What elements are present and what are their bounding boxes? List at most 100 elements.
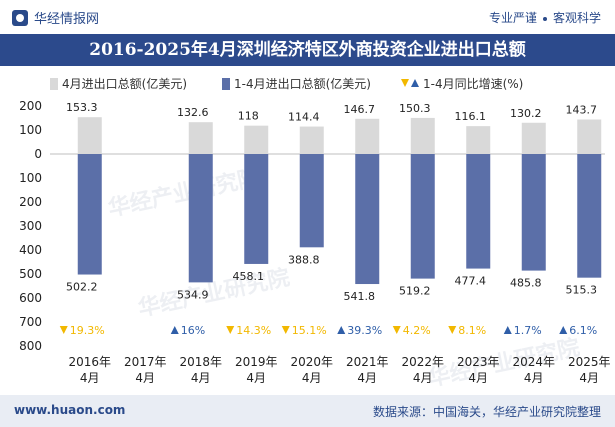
- brand-logo-icon: [12, 9, 28, 26]
- footer: www.huaon.com 数据来源：中国海关，华经产业研究院整理: [0, 395, 615, 427]
- data-label-april: 114.4: [288, 111, 320, 124]
- y-tick-label: 400: [19, 243, 42, 257]
- growth-up-triangle-icon: [503, 326, 512, 334]
- data-label-growth: 4.2%: [403, 324, 431, 337]
- bar-april: [466, 126, 491, 154]
- footer-source: 数据来源：中国海关，华经产业研究院整理: [372, 405, 601, 419]
- bar-cumulative: [244, 154, 269, 264]
- bar-april: [521, 122, 546, 154]
- x-tick-label: 2020年: [290, 355, 333, 369]
- data-label-growth: 15.1%: [292, 324, 327, 337]
- data-label-growth: 19.3%: [70, 324, 105, 337]
- growth-down-triangle-icon: [281, 326, 290, 334]
- growth-down-triangle-icon: [448, 326, 457, 334]
- data-label-cumulative: 515.3: [566, 284, 598, 297]
- data-label-april: 143.7: [566, 104, 598, 117]
- top-bar: 华经情报网 专业严谨 客观科学: [0, 0, 615, 34]
- x-tick-label: 4月: [80, 371, 100, 385]
- data-label-cumulative: 477.4: [455, 275, 487, 288]
- watermark: 华经产业研究院: [426, 334, 582, 391]
- brand-name: 华经情报网: [34, 12, 100, 27]
- bar-april: [188, 122, 213, 154]
- bar-cumulative: [355, 154, 380, 285]
- data-label-april: 153.3: [66, 101, 98, 114]
- watermark: 华经产业研究院: [106, 164, 262, 221]
- growth-up-triangle-icon: [170, 326, 179, 334]
- legend-label-growth: 1-4月同比增速(%): [423, 77, 523, 91]
- bar-april: [355, 118, 380, 154]
- data-label-growth: 14.3%: [236, 324, 271, 337]
- brand[interactable]: 华经情报网: [12, 8, 99, 27]
- data-label-growth: 8.1%: [458, 324, 486, 337]
- x-tick-label: 2023年: [457, 355, 500, 369]
- data-label-cumulative: 388.8: [288, 253, 320, 266]
- legend-label-cumulative: 1-4月进出口总额(亿美元): [234, 76, 371, 91]
- legend-swatch-april: [50, 78, 58, 90]
- y-tick-label: 100: [19, 171, 42, 185]
- x-tick-label: 4月: [135, 371, 155, 385]
- x-tick-label: 4月: [302, 371, 322, 385]
- data-label-cumulative: 485.8: [510, 277, 542, 290]
- y-tick-label: 800: [19, 339, 42, 353]
- bar-april: [410, 117, 435, 154]
- x-tick-label: 4月: [524, 371, 544, 385]
- chart-title: 2016-2025年4月深圳经济特区外商投资企业进出口总额: [0, 34, 615, 66]
- data-label-cumulative: 534.9: [177, 288, 209, 301]
- data-label-april: 116.1: [455, 110, 487, 123]
- bar-cumulative: [466, 154, 491, 269]
- bar-april: [77, 117, 102, 154]
- data-label-april: 118: [238, 110, 259, 123]
- footer-url[interactable]: www.huaon.com: [14, 403, 126, 417]
- bar-april: [299, 126, 324, 154]
- tag-1: 专业严谨: [488, 11, 537, 25]
- y-tick-label: 100: [19, 123, 42, 137]
- watermark: 华经产业研究院: [136, 264, 292, 321]
- x-tick-label: 4月: [357, 371, 377, 385]
- y-tick-label: 200: [19, 195, 42, 209]
- x-tick-label: 2025年: [568, 355, 611, 369]
- legend-swatch-cumulative: [222, 78, 230, 90]
- x-tick-label: 4月: [246, 371, 266, 385]
- y-tick-label: 300: [19, 219, 42, 233]
- legend-down-triangle-icon: [401, 79, 409, 87]
- tag-2: 客观科学: [552, 11, 601, 25]
- data-label-growth: 1.7%: [514, 324, 542, 337]
- y-tick-label: 200: [19, 99, 42, 113]
- bar-april: [577, 119, 602, 154]
- data-label-april: 130.2: [510, 107, 542, 120]
- legend-label-april: 4月进出口总额(亿美元): [62, 76, 187, 91]
- legend-up-triangle-icon: [411, 79, 419, 87]
- x-tick-label: 4月: [413, 371, 433, 385]
- data-label-april: 146.7: [344, 103, 376, 116]
- y-tick-label: 500: [19, 267, 42, 281]
- growth-down-triangle-icon: [226, 326, 235, 334]
- data-label-cumulative: 458.1: [233, 270, 265, 283]
- dot-icon: [542, 16, 547, 21]
- data-label-cumulative: 541.8: [344, 290, 376, 303]
- bar-april: [244, 125, 269, 154]
- data-label-april: 132.6: [177, 106, 209, 119]
- x-tick-label: 4月: [191, 371, 211, 385]
- bar-cumulative: [577, 154, 602, 278]
- x-tick-label: 2024年: [512, 355, 555, 369]
- data-label-growth: 6.1%: [569, 324, 597, 337]
- bar-cumulative: [521, 154, 546, 271]
- y-tick-label: 700: [19, 315, 42, 329]
- bar-cumulative: [299, 154, 324, 248]
- data-label-cumulative: 519.2: [399, 285, 431, 298]
- data-label-growth: 39.3%: [347, 324, 382, 337]
- header-tags: 专业严谨 客观科学: [489, 9, 601, 26]
- data-label-cumulative: 502.2: [66, 281, 98, 294]
- bar-cumulative: [77, 154, 102, 275]
- x-tick-label: 2016年: [68, 355, 111, 369]
- data-label-april: 150.3: [399, 102, 431, 115]
- data-label-growth: 16%: [181, 324, 205, 337]
- x-tick-label: 2017年: [124, 355, 167, 369]
- y-tick-label: 600: [19, 291, 42, 305]
- x-tick-label: 4月: [468, 371, 488, 385]
- x-tick-label: 4月: [579, 371, 599, 385]
- bar-cumulative: [410, 154, 435, 279]
- x-tick-label: 2018年: [179, 355, 222, 369]
- y-tick-label: 0: [34, 147, 42, 161]
